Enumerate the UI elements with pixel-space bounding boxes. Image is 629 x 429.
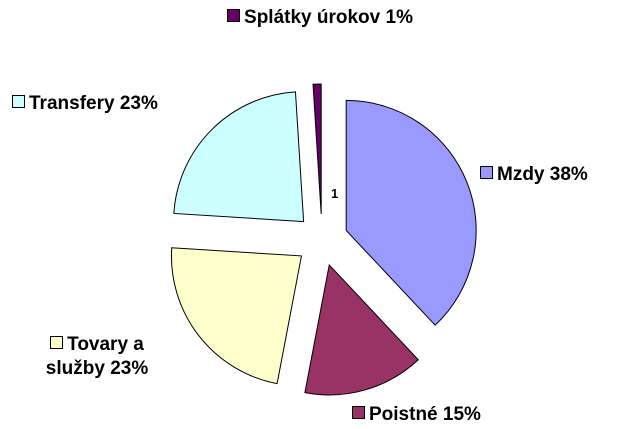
category-label: Mzdy xyxy=(497,164,545,185)
category-label: Transfery xyxy=(29,93,115,114)
category-label: Tovary a služby xyxy=(45,334,144,379)
value-label: 15% xyxy=(442,404,481,425)
category-label: Poistné xyxy=(369,404,438,425)
data-label: Tovary a služby 23% xyxy=(22,333,172,381)
pie-slice xyxy=(312,83,322,215)
value-label: 23% xyxy=(110,358,149,379)
legend-swatch xyxy=(480,166,493,179)
value-label: 23% xyxy=(119,93,158,114)
pie-slice xyxy=(304,263,419,396)
value-label: 38% xyxy=(549,164,588,185)
pie-slice xyxy=(170,247,303,385)
legend-swatch xyxy=(50,336,64,349)
data-label: Splátky úrokov 1% xyxy=(190,6,450,30)
legend-swatch xyxy=(12,95,25,108)
pie-slice xyxy=(345,99,477,326)
pie-slice xyxy=(173,91,305,223)
legend-swatch xyxy=(352,406,365,419)
legend-swatch xyxy=(227,9,241,22)
data-label: Transfery 23% xyxy=(12,92,232,116)
series-label: 1 xyxy=(331,186,339,201)
category-label: Splátky úrokov xyxy=(244,7,381,28)
data-label: Mzdy 38% xyxy=(480,163,629,187)
value-label: 1% xyxy=(385,7,413,28)
data-label: Poistné 15% xyxy=(352,403,552,427)
